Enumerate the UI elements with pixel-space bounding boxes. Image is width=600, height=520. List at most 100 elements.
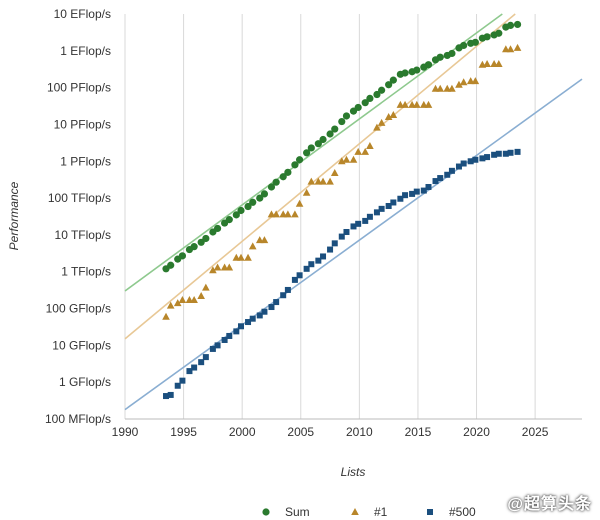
trend-line-1 [124,13,516,340]
data-point-2 [202,354,209,361]
data-point-1 [326,177,334,185]
data-point-2 [280,292,287,299]
legend-label-2: #500 [449,505,476,519]
watermark-logo: @超算头条 [507,496,592,513]
data-point-2 [249,315,256,322]
data-point-2 [163,393,170,400]
data-point-0 [513,20,522,29]
data-point-2 [291,276,298,283]
data-point-2 [308,261,315,268]
data-point-2 [484,154,491,161]
data-point-1 [166,301,175,309]
data-point-0 [361,99,369,107]
data-point-0 [178,252,187,260]
data-point-2 [221,336,228,343]
data-point-0 [448,49,456,58]
data-point-1 [225,263,234,271]
data-point-2 [179,377,186,384]
data-point-2 [455,163,462,170]
data-point-0 [354,103,362,112]
data-point-2 [491,151,498,158]
data-point-0 [295,156,304,164]
data-point-0 [267,183,276,191]
y-tick-label: 100 MFlop/s [45,412,111,426]
data-point-0 [256,194,264,202]
data-point-0 [225,216,233,224]
data-point-2 [320,253,327,260]
data-point-1 [342,155,351,163]
data-point-0 [284,168,292,176]
legend-marker-2 [427,509,433,515]
data-point-1 [412,100,421,108]
data-point-2 [467,158,474,165]
legend-label-0: Sum [285,505,310,519]
grid-lines [124,14,536,419]
data-point-1 [202,283,210,291]
data-point-0 [260,190,269,198]
data-point-0 [167,261,175,269]
data-point-2 [502,150,509,157]
data-point-0 [319,135,327,144]
data-point-1 [513,43,522,51]
y-tick-label: 10 EFlop/s [54,7,111,21]
data-point-1 [260,236,269,244]
data-point-2 [355,220,362,227]
data-point-2 [390,199,397,206]
data-point-1 [495,59,503,67]
axes: 1990 1995 2000 2005 2010 2015 2020 2025 10 EFlop… [45,7,582,439]
data-point-0 [389,76,397,84]
data-point-1 [272,210,280,218]
y-tick-label: 10 GFlop/s [52,338,111,352]
data-point-2 [338,233,345,240]
data-point-2 [432,178,439,185]
data-point-2 [186,368,193,375]
legend-marker-0 [262,508,270,516]
data-point-2 [315,257,322,264]
legend-label-1: #1 [374,505,388,519]
data-point-1 [448,84,456,92]
data-point-0 [460,41,468,50]
data-point-1 [307,177,316,185]
data-point-2 [327,246,334,253]
data-point-0 [249,198,257,206]
data-point-1 [190,296,198,304]
data-point-0 [326,130,334,138]
data-point-2 [273,299,280,306]
data-point-2 [514,148,521,155]
legend-marker-1 [351,508,359,515]
data-point-0 [237,206,245,215]
data-point-2 [397,195,404,202]
y-tick-label: 10 TFlop/s [55,228,111,242]
data-point-2 [479,155,486,162]
data-point-1 [471,77,480,85]
trend-line-2 [124,78,583,411]
data-point-1 [295,199,304,207]
data-point-0 [314,140,322,148]
data-point-0 [244,202,252,211]
data-point-2 [409,190,416,197]
y-axis-title: Performance [7,181,21,250]
data-point-1 [401,100,409,108]
data-point-2 [296,272,303,279]
data-point-0 [338,117,346,126]
data-point-1 [436,84,445,92]
data-point-0 [279,173,287,181]
data-point-2 [191,364,198,371]
data-point-2 [238,323,245,330]
y-tick-label: 100 TFlop/s [48,191,111,205]
data-point-2 [350,223,357,230]
data-point-0 [366,94,374,103]
y-tick-label: 100 PFlop/s [47,81,111,95]
data-point-1 [424,100,433,108]
x-tick-label: 2020 [463,425,490,439]
data-point-0 [413,66,421,74]
data-point-0 [190,243,198,251]
x-tick-label: 2025 [522,425,549,439]
data-point-1 [319,177,327,185]
data-point-1 [173,299,182,307]
data-point-2 [437,175,444,182]
data-point-2 [362,217,369,224]
data-point-1 [162,312,170,320]
data-point-0 [401,69,409,77]
